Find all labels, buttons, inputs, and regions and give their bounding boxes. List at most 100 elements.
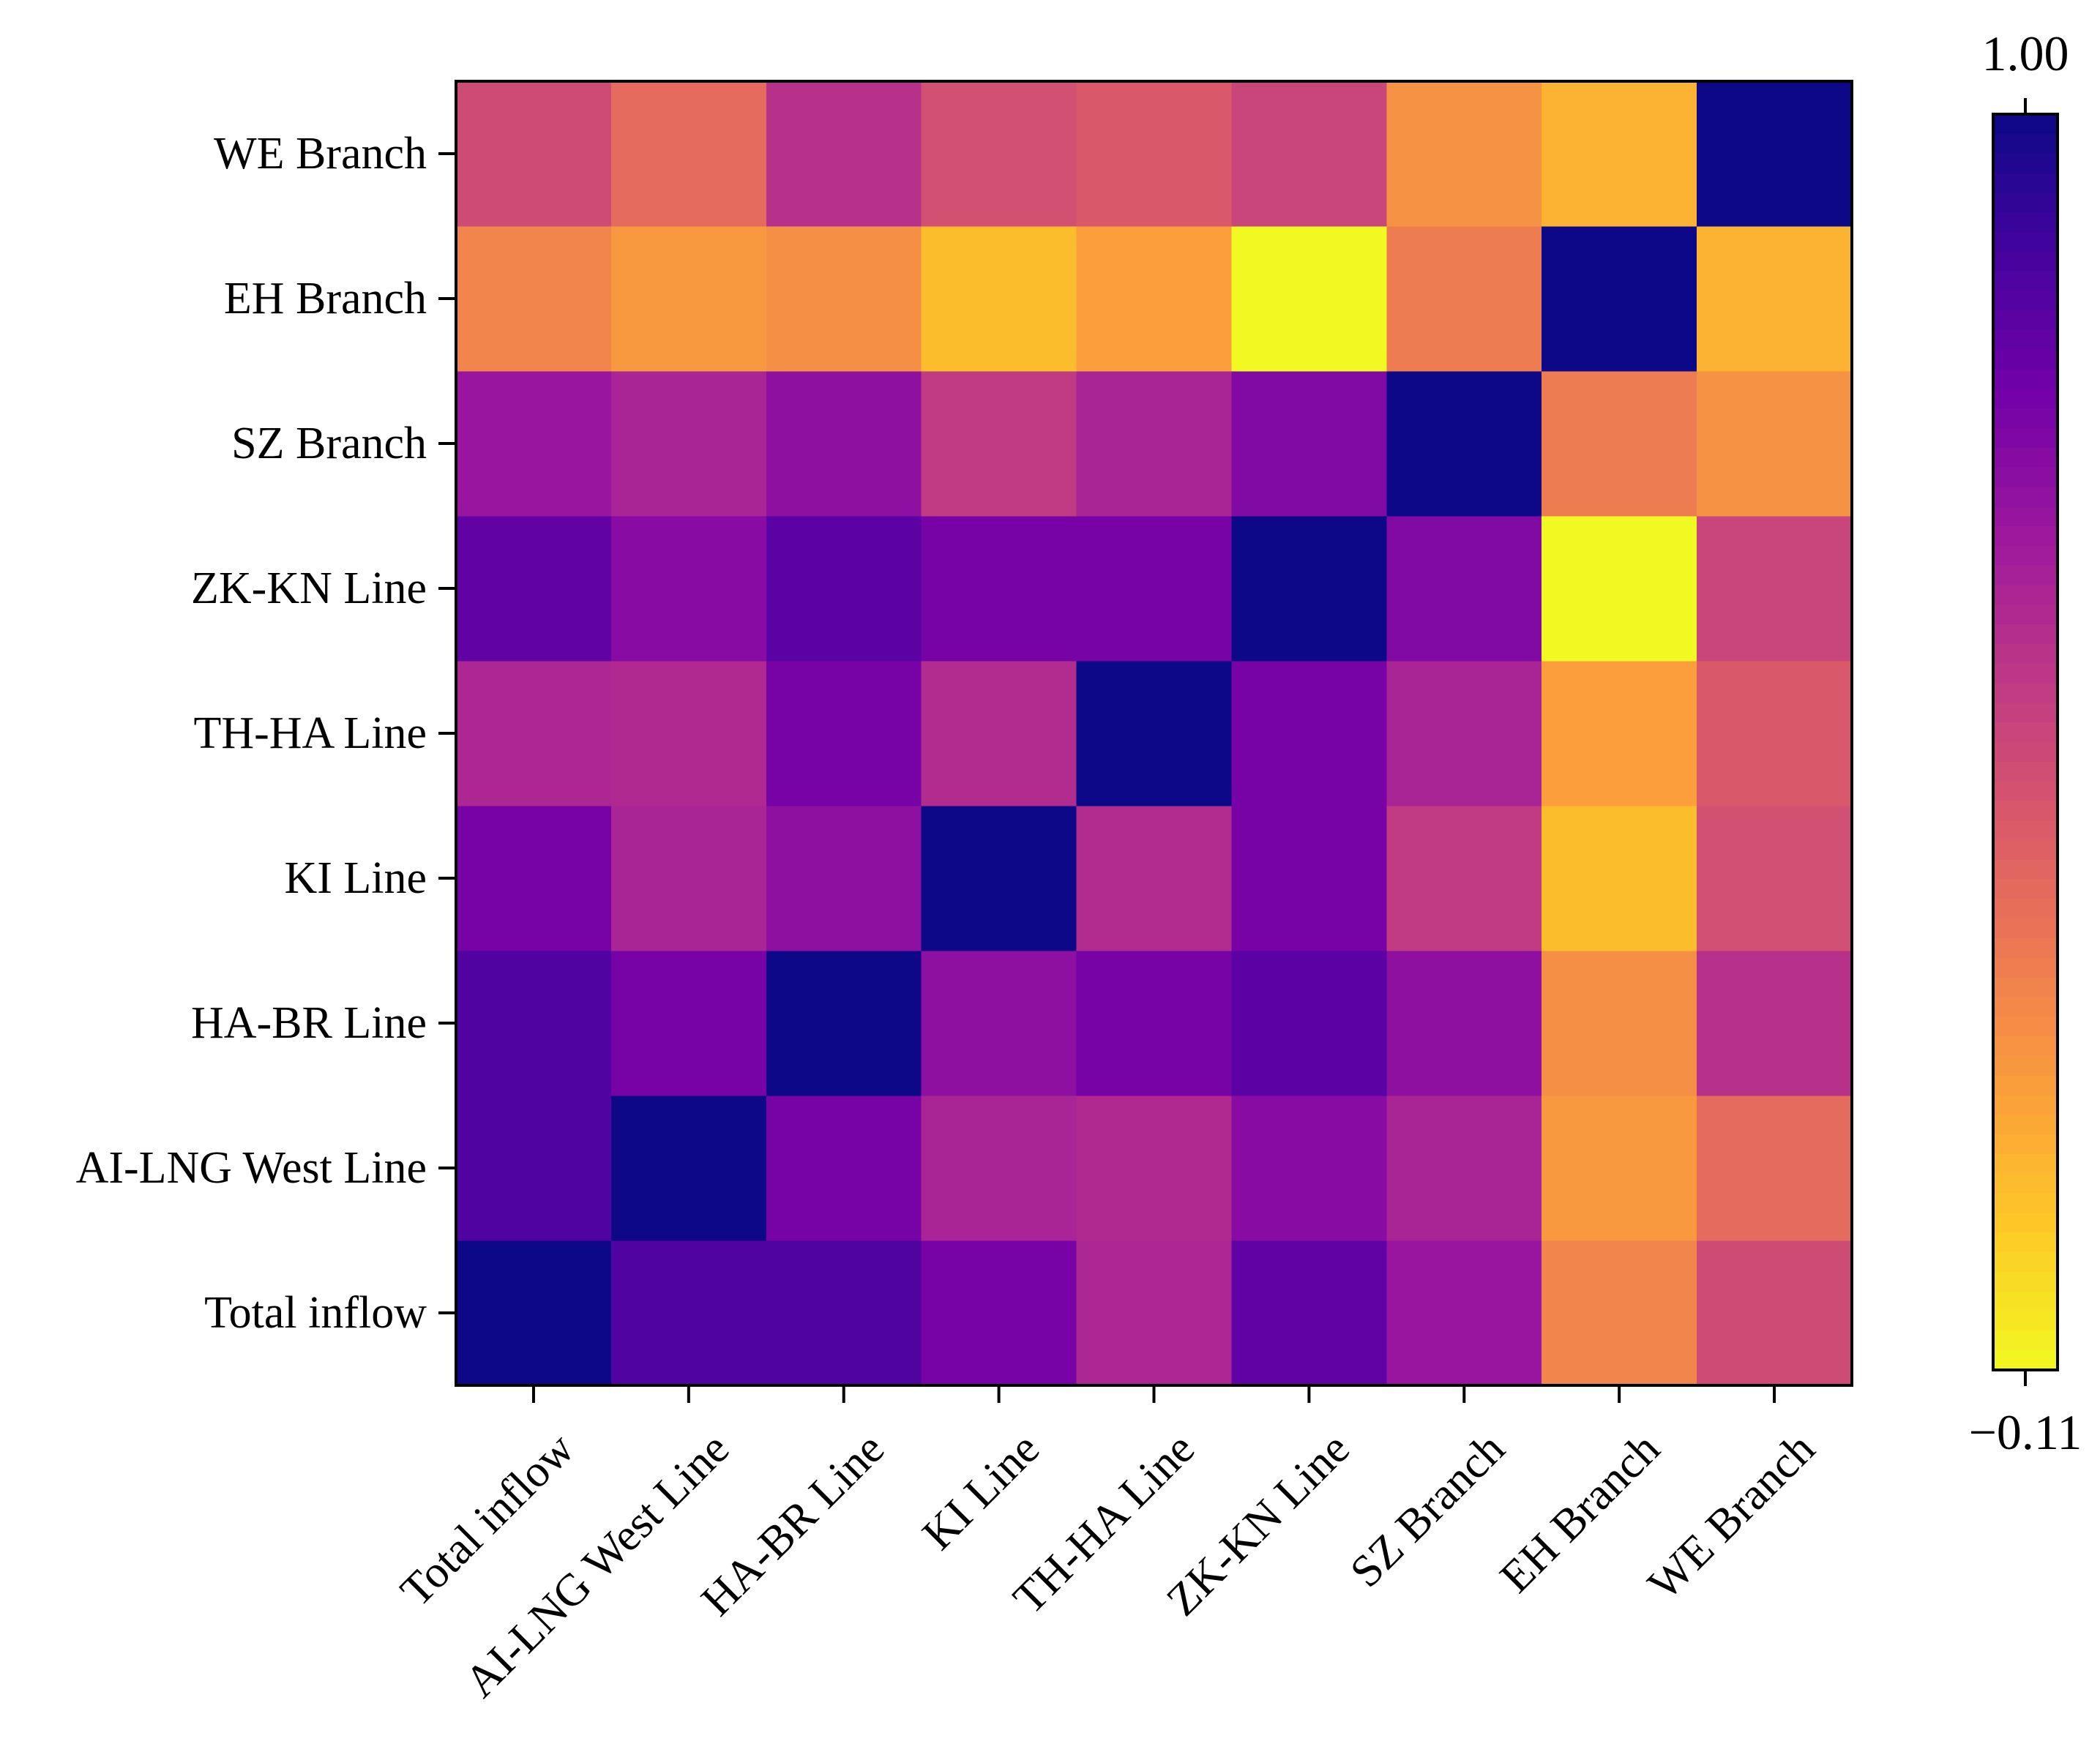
colorbar-band	[1993, 271, 2058, 291]
heatmap-cell-r5-c3	[921, 516, 1077, 662]
colorbar-band	[1993, 1311, 2058, 1331]
heatmap-cell-r1-c1	[610, 1096, 767, 1241]
heatmap-cell-r8-c8	[1697, 81, 1853, 227]
colorbar-min-label: −0.11	[1969, 1404, 2082, 1460]
colorbar-band	[1993, 957, 2058, 978]
colorbar-band	[1993, 487, 2058, 507]
colorbar-band	[1993, 1173, 2058, 1194]
heatmap-cell-r2-c1	[610, 951, 767, 1096]
heatmap-cell-r4-c7	[1542, 661, 1697, 806]
heatmap-cell-r3-c4	[1076, 806, 1233, 951]
colorbar-band	[1993, 153, 2058, 174]
heatmap-cell-r0-c6	[1386, 1240, 1542, 1386]
heatmap-cell-r8-c4	[1076, 81, 1233, 227]
heatmap-cell-r4-c3	[921, 661, 1077, 806]
colorbar-band	[1993, 1330, 2058, 1351]
colorbar-band	[1993, 1075, 2058, 1096]
heatmap-cell-r7-c4	[1076, 226, 1233, 372]
heatmap-cell-r6-c4	[1076, 371, 1233, 517]
colorbar-band	[1993, 761, 2058, 782]
heatmap-cell-r7-c8	[1697, 226, 1853, 372]
heatmap-cell-r7-c6	[1386, 226, 1542, 372]
x-tick-label-ki-line: KI Line	[913, 1423, 1049, 1560]
heatmap-cell-r6-c1	[610, 371, 767, 517]
heatmap-cell-r1-c0	[456, 1096, 612, 1241]
heatmap-cell-r5-c2	[766, 516, 922, 662]
colorbar-band	[1993, 173, 2058, 193]
heatmap-cell-r4-c8	[1697, 661, 1853, 806]
heatmap-cell-r0-c3	[921, 1240, 1077, 1386]
heatmap-cell-r3-c8	[1697, 806, 1853, 951]
y-tick-label-zk-kn-line: ZK-KN Line	[191, 564, 427, 613]
colorbar-band	[1993, 1232, 2058, 1253]
y-axis: Total inflow AI-LNG West Line HA-BR Line KI…	[76, 129, 456, 1338]
heatmap-cell-r1-c2	[766, 1096, 922, 1241]
heatmap-cell-r1-c5	[1231, 1096, 1387, 1241]
colorbar-band	[1993, 506, 2058, 527]
colorbar-band	[1993, 997, 2058, 1017]
colorbar-band	[1993, 977, 2058, 998]
y-tick-label-ha-br-line: HA-BR Line	[191, 998, 427, 1048]
colorbar-band	[1993, 467, 2058, 488]
heatmap-cell-r8-c1	[610, 81, 767, 227]
heatmap-cell-r4-c2	[766, 661, 922, 806]
heatmap-cell-r1-c4	[1076, 1096, 1233, 1241]
heatmap-cell-r7-c2	[766, 226, 922, 372]
colorbar-band	[1993, 918, 2058, 939]
colorbar-band	[1993, 565, 2058, 586]
heatmap-cell-r2-c6	[1386, 951, 1542, 1096]
heatmap-cell-r1-c7	[1542, 1096, 1697, 1241]
colorbar-band	[1993, 1134, 2058, 1155]
heatmap-cell-r7-c5	[1231, 226, 1387, 372]
heatmap-cell-r5-c7	[1542, 516, 1697, 662]
heatmap-cell-r5-c4	[1076, 516, 1233, 662]
heatmap-cell-r0-c7	[1542, 1240, 1697, 1386]
heatmap-cell-r0-c5	[1231, 1240, 1387, 1386]
heatmap-cell-r7-c1	[610, 226, 767, 372]
colorbar-band	[1993, 428, 2058, 449]
heatmap-cell-r7-c7	[1542, 226, 1697, 372]
heatmap-cell-r7-c0	[456, 226, 612, 372]
colorbar-band	[1993, 604, 2058, 625]
colorbar-band	[1993, 1350, 2058, 1371]
colorbar-band	[1993, 1213, 2058, 1233]
y-tick-label-total-inflow: Total inflow	[204, 1288, 427, 1338]
colorbar-band	[1993, 781, 2058, 802]
heatmap-cell-r5-c6	[1386, 516, 1542, 662]
colorbar-band	[1993, 624, 2058, 645]
heatmap-cell-r3-c7	[1542, 806, 1697, 951]
heatmap-cell-r4-c1	[610, 661, 767, 806]
colorbar-band	[1993, 349, 2058, 370]
heatmap-cells	[456, 81, 1853, 1386]
colorbar-band	[1993, 643, 2058, 664]
colorbar-max-label: 1.00	[1982, 26, 2069, 81]
colorbar-band	[1993, 820, 2058, 841]
colorbar-band	[1993, 703, 2058, 723]
heatmap-cell-r1-c3	[921, 1096, 1077, 1241]
heatmap-cell-r0-c8	[1697, 1240, 1853, 1386]
heatmap-cell-r2-c5	[1231, 951, 1387, 1096]
heatmap-cell-r5-c8	[1697, 516, 1853, 662]
colorbar-band	[1993, 938, 2058, 959]
y-tick-label-sz-branch: SZ Branch	[231, 419, 427, 468]
y-tick-label-th-ha-line: TH-HA Line	[193, 708, 427, 758]
colorbar-band	[1993, 742, 2058, 763]
heatmap-cell-r6-c8	[1697, 371, 1853, 517]
colorbar-band	[1993, 545, 2058, 566]
heatmap-cell-r3-c5	[1231, 806, 1387, 951]
heatmap-cell-r8-c0	[456, 81, 612, 227]
heatmap-cell-r6-c2	[766, 371, 922, 517]
heatmap-cell-r8-c3	[921, 81, 1077, 227]
heatmap-cell-r8-c2	[766, 81, 922, 227]
heatmap-cell-r3-c3	[921, 806, 1077, 951]
colorbar-band	[1993, 1056, 2058, 1077]
heatmap-cell-r4-c6	[1386, 661, 1542, 806]
colorbar-band	[1993, 291, 2058, 311]
heatmap-cell-r0-c4	[1076, 1240, 1233, 1386]
colorbar-band	[1993, 114, 2058, 135]
colorbar-band	[1993, 389, 2058, 409]
colorbar-band	[1993, 1115, 2058, 1135]
colorbar-band	[1993, 526, 2058, 547]
colorbar-band	[1993, 1193, 2058, 1214]
heatmap-cell-r2-c3	[921, 951, 1077, 1096]
